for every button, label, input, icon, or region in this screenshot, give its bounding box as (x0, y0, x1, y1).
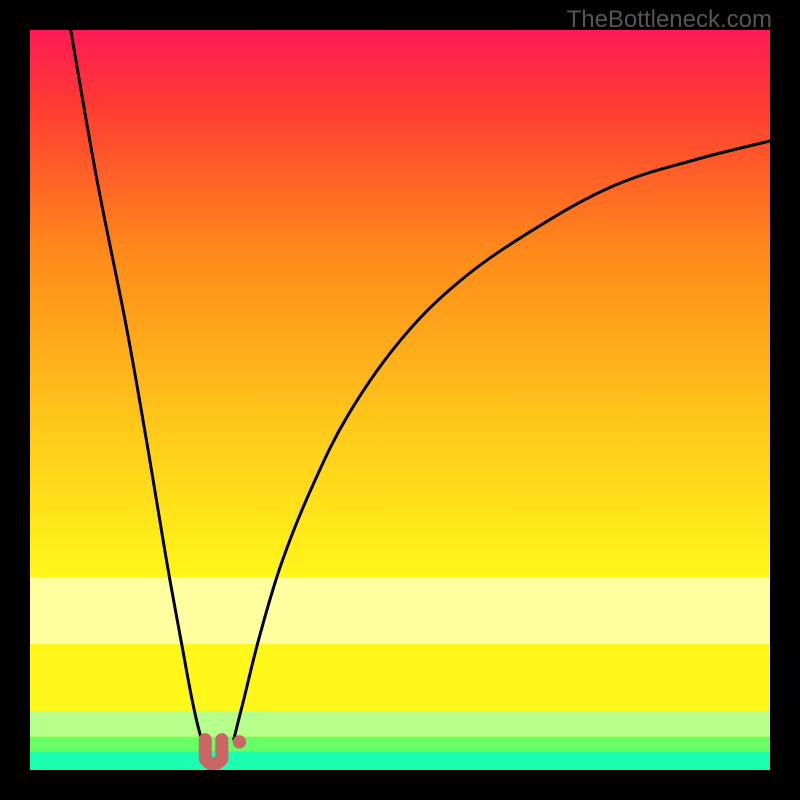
pale-yellow-band (30, 578, 770, 645)
secondary-marker-dot (233, 735, 246, 748)
watermark-text: TheBottleneck.com (567, 6, 772, 34)
frame-border-left (0, 0, 30, 800)
light-green-band (30, 711, 770, 737)
green-band (30, 737, 770, 752)
chart-frame: TheBottleneck.com (0, 0, 800, 800)
teal-band (30, 752, 770, 771)
frame-border-bottom (0, 770, 800, 800)
chart-svg (30, 30, 770, 770)
frame-border-right (770, 0, 800, 800)
plot-area (30, 30, 770, 770)
yellow-band (30, 644, 770, 711)
